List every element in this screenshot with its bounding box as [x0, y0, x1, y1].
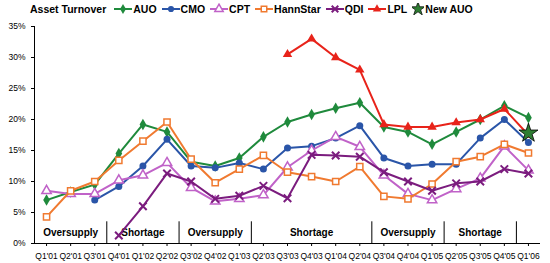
- html-text:CPT: CPT: [229, 3, 251, 15]
- svg-text:Q4'01: Q4'01: [108, 251, 131, 261]
- svg-text:10%: 10%: [8, 176, 25, 186]
- html-text:Asset Turnover: Asset Turnover: [30, 3, 107, 15]
- html-text:LPL: LPL: [387, 3, 408, 15]
- svg-text:Shortage: Shortage: [290, 227, 334, 238]
- html-text:QDI: QDI: [344, 3, 364, 15]
- svg-text:Q3'04: Q3'04: [373, 251, 396, 261]
- svg-text:15%: 15%: [8, 145, 25, 155]
- svg-text:Q1'03: Q1'03: [228, 251, 251, 261]
- svg-text:Oversupply: Oversupply: [188, 227, 243, 238]
- svg-text:35%: 35%: [8, 21, 25, 31]
- svg-text:Q1'06: Q1'06: [517, 251, 540, 261]
- svg-text:Q4'02: Q4'02: [204, 251, 227, 261]
- svg-text:Q1'05: Q1'05: [421, 251, 444, 261]
- svg-text:Shortage: Shortage: [121, 227, 165, 238]
- svg-text:Q2'01: Q2'01: [59, 251, 82, 261]
- svg-text:5%: 5%: [13, 207, 26, 217]
- html-text:CMO: CMO: [180, 3, 206, 15]
- svg-text:Q3'03: Q3'03: [276, 251, 299, 261]
- svg-text:20%: 20%: [8, 114, 25, 124]
- svg-text:Q1'04: Q1'04: [324, 251, 347, 261]
- html-text:HannStar: HannStar: [274, 3, 321, 15]
- svg-text:Q1'02: Q1'02: [132, 251, 155, 261]
- svg-text:Q2'04: Q2'04: [349, 251, 372, 261]
- svg-text:Q4'03: Q4'03: [300, 251, 323, 261]
- svg-text:Q2'05: Q2'05: [445, 251, 468, 261]
- html-text:AUO: AUO: [133, 3, 157, 15]
- svg-text:Q2'02: Q2'02: [156, 251, 179, 261]
- svg-text:25%: 25%: [8, 83, 25, 93]
- svg-text:Q2'03: Q2'03: [252, 251, 275, 261]
- svg-text:Q4'05: Q4'05: [493, 251, 516, 261]
- svg-text:Oversupply: Oversupply: [43, 227, 98, 238]
- svg-text:30%: 30%: [8, 52, 25, 62]
- svg-text:Oversupply: Oversupply: [380, 227, 435, 238]
- svg-text:Q1'01: Q1'01: [35, 251, 58, 261]
- svg-text:0%: 0%: [13, 238, 26, 248]
- svg-text:Q4'04: Q4'04: [397, 251, 420, 261]
- svg-text:Q3'05: Q3'05: [469, 251, 492, 261]
- svg-text:Q3'02: Q3'02: [180, 251, 203, 261]
- svg-text:Shortage: Shortage: [459, 227, 503, 238]
- html-text:New AUO: New AUO: [425, 3, 473, 15]
- svg-text:Q3'01: Q3'01: [84, 251, 107, 261]
